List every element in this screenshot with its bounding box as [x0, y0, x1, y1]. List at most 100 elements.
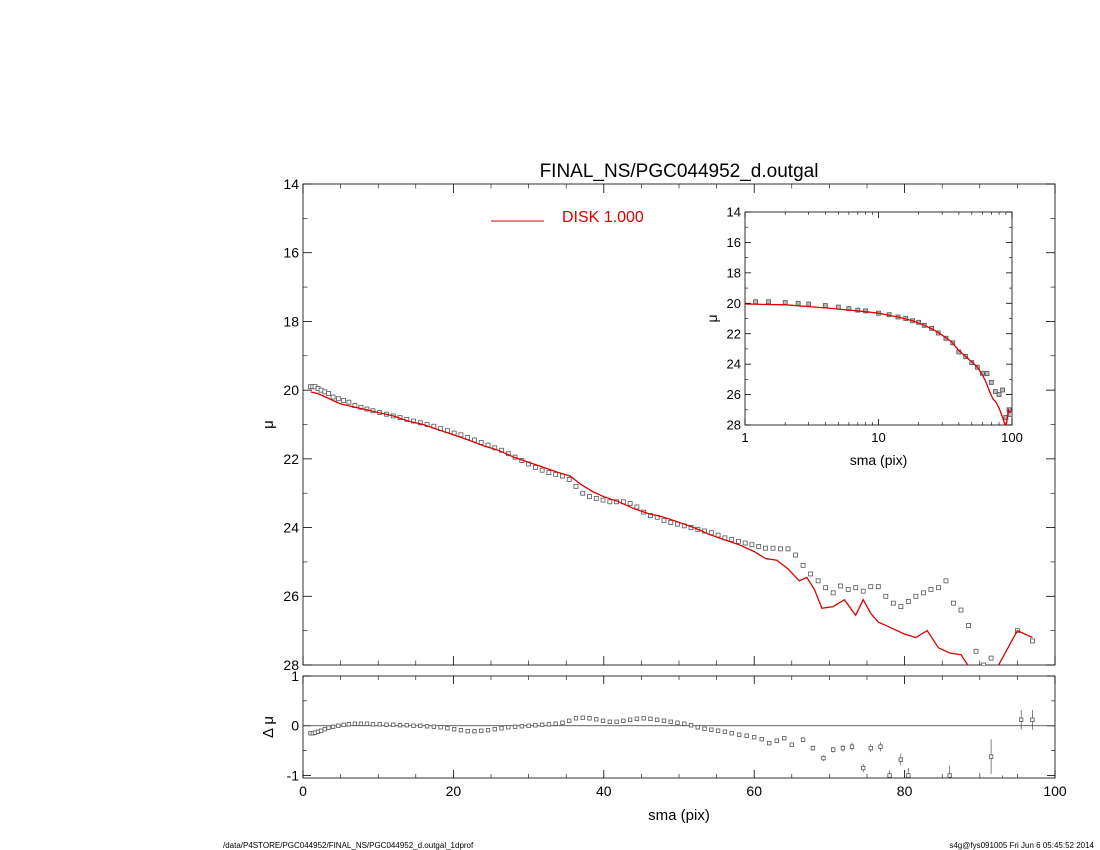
- data-point: [984, 371, 990, 376]
- data-point: [587, 716, 592, 721]
- x-tick-label: 1: [741, 430, 748, 445]
- data-point: [655, 717, 660, 722]
- legend-label: DISK 1.000: [562, 209, 644, 226]
- data-point: [424, 724, 430, 729]
- data-point: [822, 303, 828, 308]
- data-point: [815, 578, 821, 584]
- data-point: [795, 300, 801, 306]
- data-point: [479, 728, 484, 733]
- data-point: [492, 727, 497, 732]
- x-tick-label: 60: [746, 783, 762, 799]
- data-point: [997, 670, 1001, 674]
- data-point: [391, 722, 396, 727]
- data-point: [936, 585, 941, 591]
- x-tick-label: 80: [897, 783, 913, 799]
- data-point: [744, 733, 749, 738]
- y-tick-label: 28: [283, 657, 299, 673]
- data-point: [580, 490, 586, 496]
- y-tick-label: 14: [283, 176, 299, 192]
- residual-y-axis-label: Δ μ: [260, 716, 277, 738]
- data-point: [627, 501, 633, 506]
- data-point: [722, 729, 728, 734]
- data-point: [546, 470, 552, 476]
- data-point: [770, 545, 776, 551]
- data-point: [928, 587, 934, 592]
- data-point: [749, 542, 755, 548]
- data-point: [831, 747, 836, 752]
- y-tick-label: 20: [283, 382, 299, 398]
- data-point: [318, 728, 324, 733]
- data-point: [506, 725, 511, 730]
- data-point: [358, 721, 364, 726]
- data-point: [485, 728, 491, 733]
- data-point: [438, 725, 443, 730]
- data-point: [472, 729, 477, 734]
- y-tick-label: 18: [283, 313, 299, 329]
- data-point: [981, 662, 986, 665]
- data-point: [634, 504, 640, 510]
- data-point: [411, 723, 416, 728]
- data-point: [335, 396, 341, 402]
- data-point: [499, 726, 504, 731]
- data-point: [766, 299, 771, 305]
- data-point: [346, 722, 352, 727]
- data-point: [404, 723, 409, 728]
- data-point: [346, 399, 352, 405]
- data-point: [326, 391, 331, 396]
- data-point: [341, 398, 347, 403]
- data-point: [1030, 638, 1035, 644]
- data-point: [853, 585, 859, 591]
- data-point: [614, 719, 619, 724]
- y-tick-label: 22: [727, 326, 741, 341]
- data-point: [988, 754, 994, 759]
- data-point: [988, 379, 994, 385]
- data-point: [1007, 411, 1012, 417]
- y-tick-label: 24: [727, 357, 741, 372]
- data-point: [782, 736, 787, 741]
- data-point: [370, 722, 376, 727]
- data-point: [465, 729, 470, 734]
- data-point: [742, 540, 748, 546]
- data-point: [951, 600, 956, 606]
- data-point: [898, 604, 904, 609]
- data-point: [736, 538, 741, 544]
- data-point: [458, 728, 464, 733]
- y-tick-label: -1: [287, 767, 300, 783]
- x-tick-label: 0: [299, 783, 307, 799]
- data-point: [573, 483, 579, 489]
- data-point: [868, 584, 874, 590]
- data-point: [411, 418, 416, 424]
- data-point: [887, 773, 892, 778]
- data-point: [883, 593, 889, 599]
- y-tick-label: 26: [283, 588, 299, 604]
- data-point: [661, 518, 667, 524]
- data-point: [607, 719, 612, 724]
- data-point: [947, 773, 952, 778]
- data-point: [774, 738, 779, 743]
- y-tick-label: 16: [283, 245, 299, 261]
- data-point: [492, 445, 498, 451]
- data-point: [789, 742, 794, 747]
- data-point: [845, 587, 851, 592]
- data-point: [800, 562, 806, 568]
- data-point: [539, 722, 545, 727]
- x-tick-label: 40: [596, 783, 612, 799]
- data-point: [1004, 673, 1008, 677]
- data-point: [913, 593, 919, 599]
- data-point: [452, 727, 457, 732]
- data-point: [890, 600, 896, 606]
- data-point: [906, 773, 911, 778]
- data-point: [988, 655, 994, 661]
- data-point: [377, 722, 382, 727]
- data-point: [729, 537, 735, 542]
- data-point: [709, 727, 714, 732]
- data-point: [648, 716, 653, 721]
- data-point: [326, 725, 331, 730]
- data-point: [810, 745, 816, 751]
- data-point: [782, 300, 788, 305]
- data-point: [330, 724, 336, 729]
- plot-frame: [302, 675, 1056, 779]
- data-point: [607, 499, 613, 505]
